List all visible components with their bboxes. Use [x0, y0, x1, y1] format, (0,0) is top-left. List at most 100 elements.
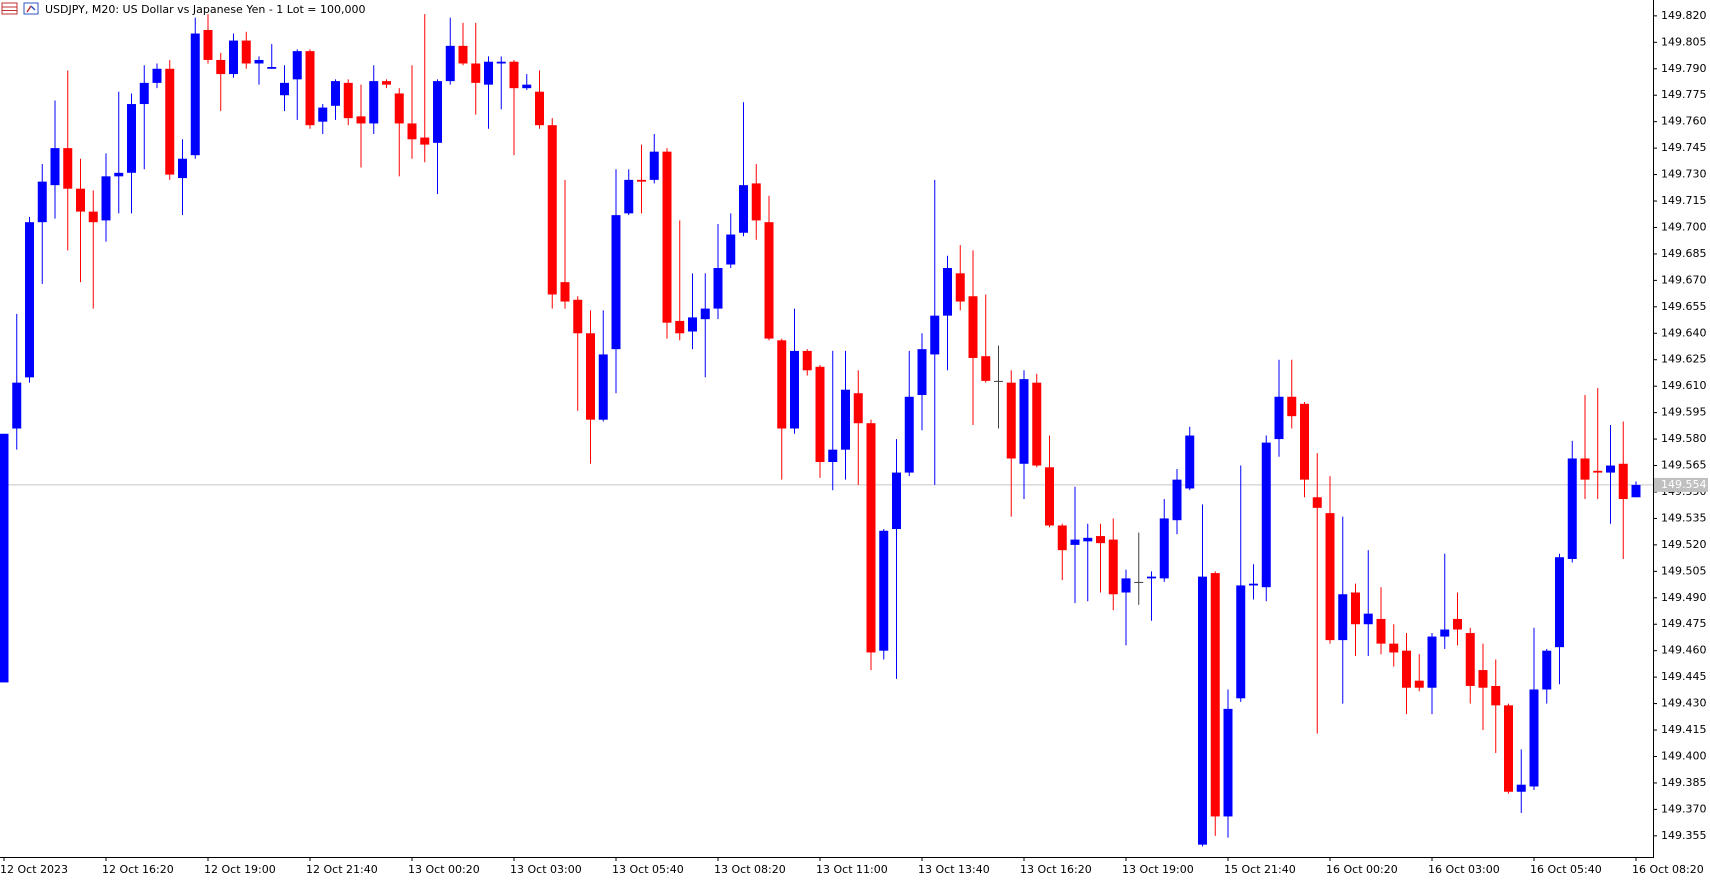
x-tick-label: 16 Oct 00:20 [1326, 863, 1398, 876]
candle-body [930, 315, 940, 355]
candle-body [1006, 382, 1016, 459]
candle-body [1529, 689, 1539, 787]
candle-body [1516, 784, 1526, 792]
x-tick-label: 13 Oct 05:40 [612, 863, 684, 876]
candle-body [955, 273, 965, 302]
candle-body [484, 61, 493, 85]
candle-body [1338, 594, 1348, 641]
y-tick-label: 149.460 [1661, 644, 1707, 657]
y-tick-label: 149.625 [1661, 353, 1707, 366]
candle-body [433, 81, 442, 143]
candle-body [1376, 618, 1386, 644]
candle-body [1440, 629, 1450, 637]
candle-body [598, 354, 608, 420]
candle-body [407, 123, 417, 140]
y-tick-label: 149.400 [1661, 749, 1707, 762]
candle-body [739, 185, 748, 233]
y-tick-label: 149.820 [1661, 9, 1707, 22]
candle-body [994, 380, 1003, 382]
candle-body [292, 51, 302, 80]
y-tick-label: 149.775 [1661, 88, 1707, 101]
candle-body [637, 179, 646, 182]
candle-body [1465, 633, 1475, 686]
candle-body [1593, 470, 1603, 473]
x-tick-label: 16 Oct 05:40 [1530, 863, 1602, 876]
candle-body [624, 179, 634, 214]
y-tick-label: 149.655 [1661, 300, 1707, 313]
candle-body [1542, 650, 1552, 690]
y-tick-label: 149.430 [1661, 697, 1707, 710]
candle-body [1147, 576, 1156, 579]
candle-body [343, 82, 353, 119]
candle-body [254, 59, 264, 64]
candle-body [1427, 636, 1437, 688]
y-tick-label: 149.760 [1661, 115, 1707, 128]
y-tick-label: 149.355 [1661, 829, 1707, 842]
x-tick-label: 13 Oct 11:00 [816, 863, 888, 876]
candle-body [573, 299, 583, 334]
candle-body [1567, 458, 1577, 559]
icon-table [1, 2, 18, 15]
x-tick-label: 16 Oct 03:00 [1428, 863, 1500, 876]
candle-body [1223, 708, 1233, 817]
x-tick-label: 12 Oct 21:40 [306, 863, 378, 876]
last-price-box [1654, 477, 1708, 492]
candle-body [0, 433, 9, 683]
y-tick-label: 149.505 [1661, 564, 1707, 577]
candle-body [841, 389, 850, 450]
candle-body [1363, 613, 1373, 625]
candle-body [1185, 435, 1195, 489]
candle-body [981, 356, 991, 381]
candle-body [496, 61, 506, 64]
candle-body [1351, 592, 1360, 625]
candle-body [1414, 680, 1424, 688]
candle-body [586, 333, 595, 420]
candle-body [1287, 396, 1297, 417]
x-tick-label: 13 Oct 03:00 [510, 863, 582, 876]
candle-body [688, 317, 697, 332]
candle-body [522, 84, 532, 89]
candle-body [547, 125, 557, 295]
candle-body [267, 67, 277, 69]
y-tick-label: 149.385 [1661, 776, 1707, 789]
candle-body [1580, 458, 1590, 480]
candle-body [318, 107, 328, 122]
candle-body [25, 222, 34, 378]
candle-body [649, 151, 659, 180]
candle-body [1261, 442, 1271, 588]
candle-body [63, 148, 73, 189]
y-tick-label: 149.445 [1661, 670, 1707, 683]
x-tick-label: 13 Oct 08:20 [714, 863, 786, 876]
y-tick-label: 149.595 [1661, 406, 1707, 419]
header-icons [1, 2, 39, 15]
y-tick-label: 149.715 [1661, 194, 1707, 207]
candle-body [37, 181, 47, 223]
x-tick-label: 13 Oct 19:00 [1122, 863, 1194, 876]
y-tick-label: 149.475 [1661, 617, 1707, 630]
candle-body [1096, 536, 1105, 544]
candle-body [917, 349, 927, 395]
candle-body [471, 63, 481, 83]
candle-body [1504, 705, 1513, 792]
candle-body [331, 81, 340, 106]
y-tick-label: 149.415 [1661, 723, 1707, 736]
candle-body [726, 234, 736, 265]
candle-body [356, 116, 366, 124]
candle-body [1325, 513, 1335, 641]
x-tick-label: 12 Oct 19:00 [204, 863, 276, 876]
candle-body [1108, 539, 1118, 595]
y-tick-label: 149.580 [1661, 432, 1707, 445]
y-tick-label: 149.790 [1661, 62, 1707, 75]
icon-line [26, 5, 32, 13]
candle-body [764, 222, 774, 339]
candle-body [1555, 557, 1564, 648]
candle-body [892, 472, 901, 530]
icon-line [30, 5, 36, 11]
candle-body [509, 61, 519, 89]
candle-body [216, 59, 226, 75]
candle-body [1606, 465, 1615, 473]
candle-body [713, 268, 723, 309]
candle-body [1083, 537, 1093, 542]
candle-body [904, 396, 914, 473]
